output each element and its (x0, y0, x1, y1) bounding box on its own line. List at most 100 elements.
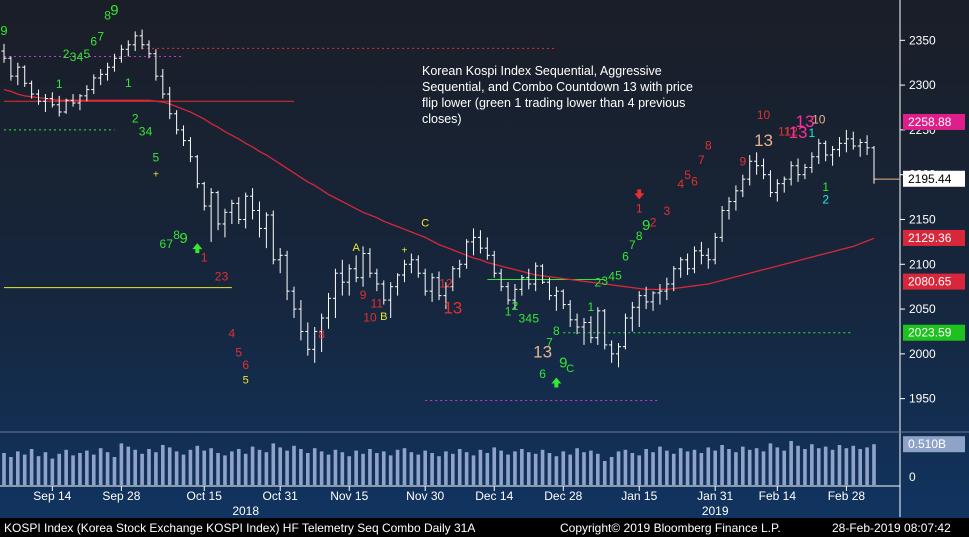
sequential-count-label: 9 (360, 288, 367, 302)
ohlc-bar (284, 250, 290, 301)
sequential-count-label: 3 (664, 204, 671, 218)
ohlc-bar (339, 259, 345, 296)
y-tick-label: 2150 (909, 212, 936, 226)
x-tick-label: Nov 15 (330, 489, 368, 503)
volume-bar (464, 452, 469, 485)
sequential-count-label: B (380, 311, 387, 323)
y-tick-label: 2100 (909, 257, 936, 271)
volume-bar (98, 448, 103, 485)
volume-bar (167, 447, 172, 485)
volume-bar (388, 455, 393, 485)
ohlc-bar (42, 94, 48, 112)
price-tag-label: 2080.65 (908, 275, 952, 289)
sequential-count-label: 4 (146, 124, 153, 138)
volume-bar (195, 445, 200, 485)
x-tick-label: Oct 15 (187, 489, 223, 503)
volume-bar (816, 448, 821, 485)
volume-bar (685, 451, 690, 485)
ohlc-bar (353, 255, 359, 283)
ohlc-bar (629, 301, 635, 332)
volume-bar (409, 452, 414, 485)
volume-bar (140, 453, 144, 485)
volume-bar (623, 449, 628, 485)
ohlc-bar (650, 291, 656, 311)
ohlc-bar (823, 140, 829, 162)
volume-bar (713, 450, 717, 485)
ohlc-bar (84, 85, 90, 102)
ohlc-bar (567, 300, 573, 327)
volume-bar (126, 446, 131, 485)
ohlc-bar (381, 280, 387, 305)
volume-bar (513, 451, 517, 485)
sequential-count-label: 3 (139, 124, 146, 138)
buy-arrow-icon (551, 377, 562, 388)
volume-bar (741, 446, 745, 485)
ohlc-bar (740, 174, 746, 198)
volume-bar (91, 454, 96, 485)
x-tick-label: Sep 28 (102, 489, 140, 503)
volume-bar (133, 449, 137, 485)
ohlc-bar (8, 56, 14, 81)
volume-bar (161, 445, 165, 485)
ohlc-bar (477, 230, 483, 254)
volume-bar (147, 449, 151, 485)
volume-bar (381, 451, 386, 485)
ohlc-bar (15, 62, 21, 86)
sequential-count-label: 2 (650, 216, 657, 230)
sequential-count-label: 2 (215, 269, 222, 283)
sequential-count-label: 2 (594, 276, 601, 290)
ohlc-bar (22, 65, 28, 87)
ohlc-bar (422, 268, 428, 296)
volume-bar (319, 451, 324, 485)
ohlc-bar (29, 80, 35, 99)
price-tag-box (903, 170, 965, 187)
sequential-count-label: 13 (754, 131, 773, 150)
volume-bar (734, 452, 738, 485)
volume-bar (85, 450, 89, 485)
ohlc-bar (139, 29, 145, 50)
volume-bar (361, 453, 365, 485)
ohlc-bar (836, 137, 842, 157)
volume-bar (223, 455, 227, 485)
volume-bar (651, 452, 655, 485)
ohlc-bar (622, 313, 628, 350)
volume-bar (430, 453, 434, 485)
sequential-count-label: 5 (532, 312, 539, 326)
sequential-count-label: A (352, 242, 360, 254)
x-tick-label: Jan 15 (621, 489, 657, 503)
ohlc-bar (609, 340, 615, 363)
sequential-count-label: 1 (201, 251, 208, 265)
ohlc-bar (657, 283, 663, 305)
ohlc-bar (671, 266, 677, 292)
ohlc-bar (747, 154, 753, 186)
price-tag-label: 2258.88 (908, 115, 952, 129)
ohlc-bar (201, 181, 207, 211)
ohlc-bar (581, 318, 587, 345)
volume-bar (230, 451, 234, 485)
volume-bar (872, 444, 876, 485)
sequential-count-label: 5 (243, 374, 249, 386)
sequential-count-label: 6 (159, 237, 166, 251)
ohlc-bar (754, 152, 760, 175)
ohlc-bar (546, 277, 552, 301)
ohlc-bar (498, 268, 504, 292)
volume-bar (520, 449, 524, 485)
sequential-count-label: 1 (822, 180, 829, 194)
chart-annotation: Korean Kospi Index Sequential, Aggressiv… (422, 64, 694, 126)
sequential-count-label: 8 (636, 229, 643, 243)
sequential-count-label: 2 (63, 47, 70, 61)
sequential-count-label: 9 (110, 2, 118, 19)
ohlc-bar (685, 253, 691, 276)
price-tag-label: 2023.59 (908, 326, 952, 340)
volume-bar (457, 449, 462, 485)
ohlc-bar (705, 248, 711, 269)
ohlc-bar (864, 135, 870, 155)
volume-bar (264, 452, 269, 485)
ohlc-bar (298, 300, 304, 341)
volume-bar (299, 449, 303, 485)
volume-bar (209, 448, 213, 485)
volume-bar (851, 445, 856, 485)
ohlc-bar (761, 158, 767, 180)
volume-bar (858, 449, 862, 485)
ohlc-bar (70, 94, 76, 107)
